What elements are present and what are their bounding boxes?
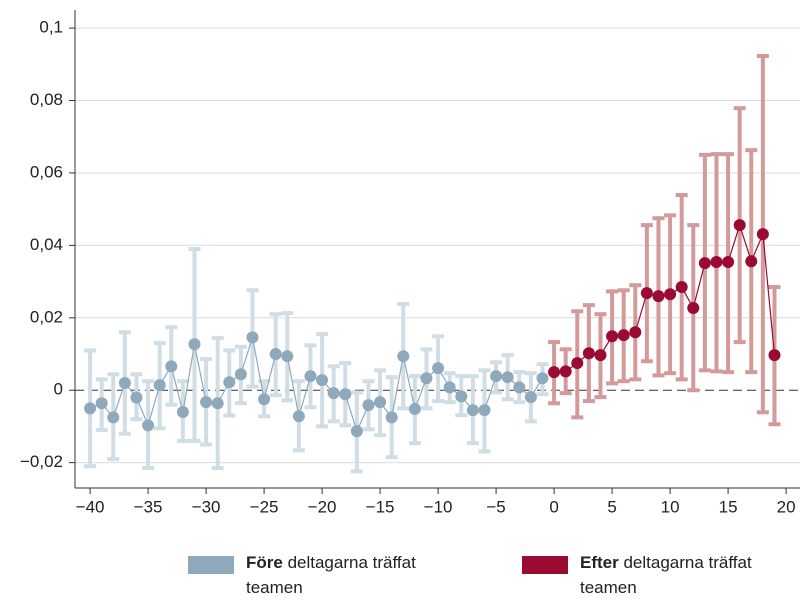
point: [211, 397, 224, 410]
point: [756, 228, 769, 241]
point: [524, 391, 537, 404]
point: [768, 349, 781, 362]
point: [733, 219, 746, 232]
legend-swatch: [522, 556, 568, 574]
point: [432, 362, 445, 375]
point: [95, 397, 108, 410]
y-tick-label: 0: [54, 380, 63, 399]
point: [710, 256, 723, 269]
point: [698, 257, 711, 270]
legend-label: Efter deltagarna träffat teamen: [580, 553, 752, 597]
point: [582, 347, 595, 360]
point: [327, 387, 340, 400]
point: [316, 374, 329, 387]
point: [350, 425, 363, 438]
point: [292, 410, 305, 423]
point: [339, 388, 352, 401]
x-tick-label: −35: [134, 497, 163, 516]
legend-item: Före deltagarna träffat teamen: [188, 550, 426, 600]
point: [501, 371, 514, 384]
point: [664, 288, 677, 301]
point: [385, 411, 398, 424]
point: [142, 419, 155, 432]
point: [559, 365, 572, 378]
point: [107, 411, 120, 424]
point: [397, 350, 410, 363]
point: [420, 372, 433, 385]
point: [513, 381, 526, 394]
x-tick-label: 0: [549, 497, 558, 516]
point: [617, 329, 630, 342]
x-tick-label: −5: [486, 497, 505, 516]
legend-swatch: [188, 556, 234, 574]
point: [594, 349, 607, 362]
point: [246, 331, 259, 344]
point: [652, 290, 665, 303]
point: [362, 399, 375, 412]
point: [223, 376, 236, 389]
point: [165, 360, 178, 373]
point: [675, 281, 688, 294]
point: [153, 379, 166, 392]
point: [490, 370, 503, 383]
x-tick-label: −15: [366, 497, 395, 516]
point: [722, 256, 735, 269]
point: [84, 402, 97, 415]
point: [188, 338, 201, 351]
point: [269, 348, 282, 361]
x-tick-label: −30: [192, 497, 221, 516]
point: [304, 370, 317, 383]
x-tick-label: 20: [777, 497, 796, 516]
point: [200, 396, 213, 409]
series-line: [89, 337, 543, 433]
y-tick-label: 0,06: [30, 162, 63, 181]
y-tick-label: −0,02: [20, 452, 63, 471]
point: [176, 405, 189, 418]
y-tick-label: 0,04: [30, 235, 63, 254]
point: [536, 372, 549, 385]
point: [234, 368, 247, 381]
point: [408, 403, 421, 416]
point: [258, 393, 271, 406]
point: [281, 350, 294, 363]
point: [640, 287, 653, 300]
x-tick-label: −10: [424, 497, 453, 516]
point: [466, 404, 479, 417]
y-tick-label: 0,08: [30, 90, 63, 109]
point: [745, 255, 758, 268]
point: [548, 366, 561, 379]
point: [606, 330, 619, 343]
point: [687, 302, 700, 315]
point: [629, 326, 642, 339]
x-tick-label: −25: [250, 497, 279, 516]
point: [118, 376, 131, 389]
x-tick-label: 5: [607, 497, 616, 516]
x-tick-label: 10: [661, 497, 680, 516]
y-tick-label: 0,1: [39, 18, 63, 37]
point: [571, 357, 584, 370]
y-tick-label: 0,02: [30, 307, 63, 326]
x-tick-label: −20: [308, 497, 337, 516]
point: [455, 390, 468, 403]
x-tick-label: −40: [76, 497, 105, 516]
point: [374, 396, 387, 409]
legend-label: Före deltagarna träffat teamen: [246, 553, 416, 597]
legend-item: Efter deltagarna träffat teamen: [522, 550, 760, 600]
point: [130, 391, 143, 404]
point: [443, 381, 456, 394]
point: [478, 404, 491, 417]
x-tick-label: 15: [719, 497, 738, 516]
